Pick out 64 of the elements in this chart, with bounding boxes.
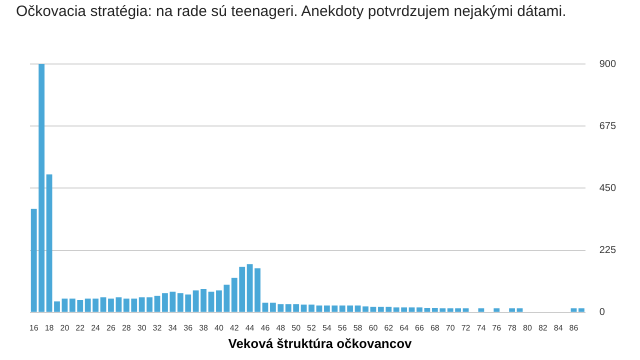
x-tick-label: 84	[554, 323, 564, 332]
x-tick-label: 38	[199, 323, 209, 332]
x-tick-label: 76	[492, 323, 502, 332]
y-tick-label: 225	[599, 245, 616, 256]
bar	[62, 298, 68, 312]
bar	[424, 308, 430, 312]
bar	[54, 301, 60, 312]
x-tick-label: 40	[214, 323, 224, 332]
x-tick-label: 32	[152, 323, 162, 332]
x-tick-label: 70	[446, 323, 456, 332]
bar	[462, 308, 469, 312]
x-tick-label: 48	[276, 323, 286, 332]
bar	[100, 297, 106, 312]
x-tick-label: 80	[523, 323, 532, 332]
bar	[362, 306, 368, 312]
x-tick-label: 22	[76, 323, 86, 332]
x-tick-label: 20	[60, 323, 70, 332]
bar	[516, 308, 523, 312]
x-tick-label: 68	[430, 323, 440, 332]
x-tick-label: 54	[322, 323, 332, 332]
bar	[316, 306, 322, 312]
bar	[578, 308, 584, 312]
bar	[370, 306, 376, 312]
bar	[509, 308, 515, 312]
x-tick-label: 60	[368, 323, 378, 332]
bar	[262, 302, 268, 312]
x-tick-label: 50	[292, 323, 302, 332]
y-tick-label: 900	[599, 58, 616, 70]
chart-subtitle: Očkovacia stratégia: na rade sú teenageri. Anekdoty potvrdzujem nejakými dátami.	[15, 2, 568, 22]
bar	[478, 308, 484, 312]
x-tick-label: 72	[461, 323, 471, 332]
x-tick-label: 34	[168, 323, 178, 332]
x-tick-label: 46	[260, 323, 270, 332]
x-tick-label: 18	[44, 323, 54, 332]
x-tick-label: 24	[91, 323, 101, 332]
y-tick-label: 450	[599, 182, 616, 194]
x-tick-label: 30	[137, 323, 147, 332]
bar	[416, 307, 422, 312]
x-tick-label: 16	[29, 323, 39, 332]
x-tick-label: 42	[230, 323, 240, 332]
y-tick-label: 675	[599, 120, 616, 132]
x-tick-label: 82	[538, 323, 548, 332]
x-tick-label: 78	[508, 323, 518, 332]
x-tick-label: 44	[245, 323, 255, 332]
y-tick-label: 0	[599, 307, 606, 318]
bar	[494, 308, 500, 312]
x-tick-label: 56	[338, 323, 348, 332]
x-tick-label: 62	[384, 323, 394, 332]
x-tick-label: 36	[184, 323, 194, 332]
x-tick-label: 28	[122, 323, 132, 332]
bar	[354, 306, 361, 312]
bar	[154, 296, 160, 312]
bar	[408, 307, 415, 312]
text: Veková štruktúra očkovancov	[227, 336, 413, 351]
bar	[570, 308, 577, 312]
x-tick-label: 52	[307, 323, 317, 332]
bar	[46, 174, 52, 312]
x-tick-label: 58	[353, 323, 363, 332]
x-tick-label: 26	[106, 323, 116, 332]
bar	[208, 292, 214, 312]
x-tick-label: 86	[569, 323, 579, 332]
x-tick-label: 74	[476, 323, 486, 332]
x-tick-label: 66	[415, 323, 424, 332]
x-tick-label: 64	[400, 323, 410, 332]
